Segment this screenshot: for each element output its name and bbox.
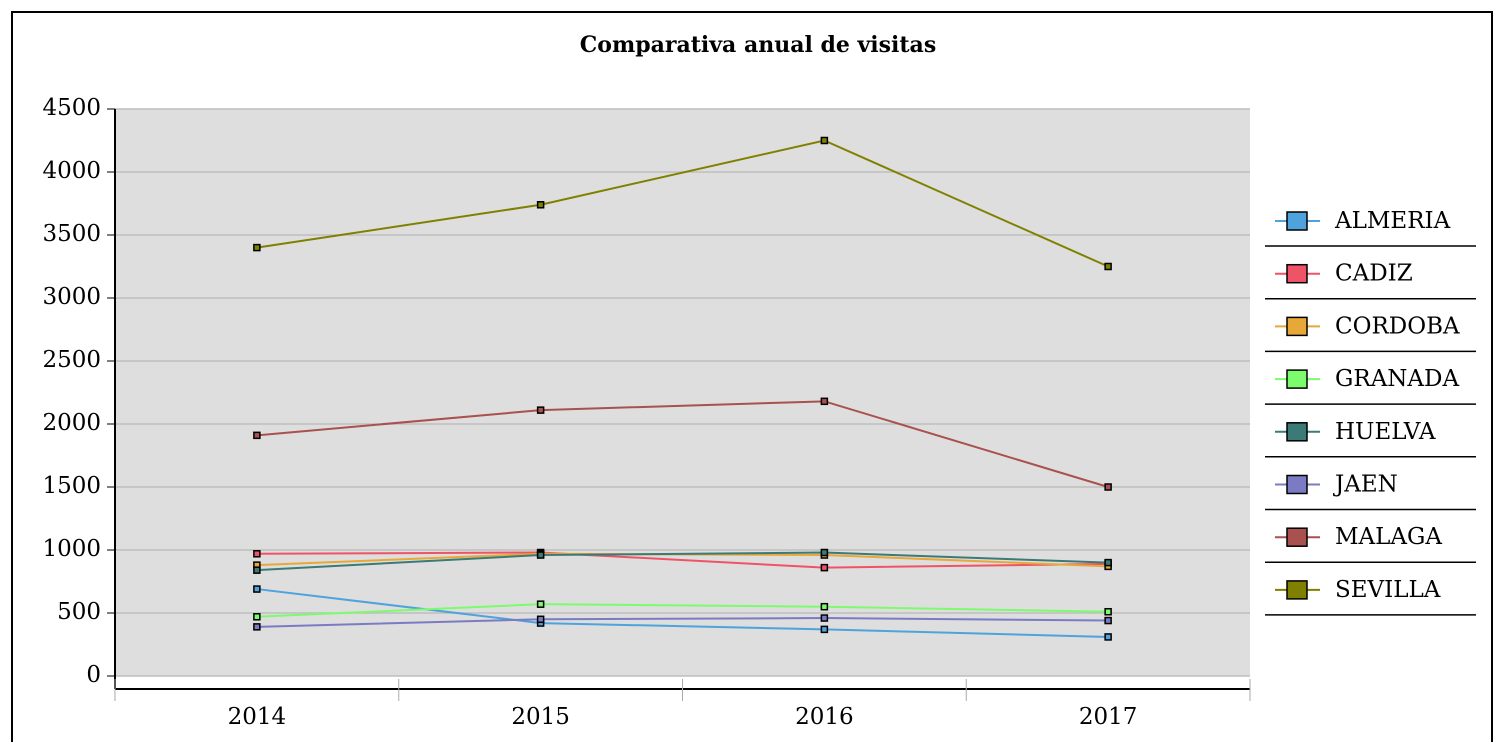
series-line — [256, 400, 1109, 488]
data-point — [820, 614, 829, 622]
y-tick-label: 4000 — [42, 158, 101, 184]
series-line — [256, 139, 1109, 268]
data-point — [1104, 262, 1112, 271]
series-line — [256, 603, 1109, 618]
data-point — [1104, 633, 1112, 641]
x-tick-label: 2014 — [228, 704, 287, 730]
data-point — [536, 600, 545, 608]
data-point — [820, 625, 829, 634]
data-point — [253, 585, 261, 593]
series-line — [256, 588, 1109, 638]
data-point — [536, 615, 545, 624]
data-point — [1104, 616, 1112, 625]
data-point — [820, 602, 829, 611]
y-tick-label: 2000 — [42, 410, 101, 436]
legend-swatch — [1286, 263, 1308, 284]
legend-label: SEVILLA — [1335, 577, 1441, 603]
x-tick-label: 2015 — [511, 704, 570, 730]
y-tick-label: 0 — [86, 662, 101, 688]
legend-label: JAEN — [1333, 472, 1398, 498]
x-tick-label: 2016 — [795, 704, 854, 730]
y-tick-label: 1000 — [42, 536, 101, 562]
legend-swatch — [1286, 474, 1308, 495]
data-point — [536, 406, 545, 414]
legend-label: ALMERIA — [1334, 208, 1451, 234]
data-point — [253, 550, 261, 558]
data-point — [536, 201, 545, 209]
data-point — [253, 243, 261, 252]
data-point — [253, 613, 261, 621]
data-point — [820, 563, 829, 572]
y-tick-label: 3500 — [42, 221, 101, 247]
data-point — [253, 566, 261, 574]
y-tick-label: 4500 — [42, 95, 101, 121]
y-tick-label: 3000 — [42, 284, 101, 310]
y-tick-label: 2500 — [42, 347, 101, 373]
data-point — [536, 551, 545, 559]
legend-swatch — [1286, 422, 1308, 442]
legend-label: GRANADA — [1335, 366, 1459, 392]
series-line — [256, 617, 1109, 628]
legend-label: CORDOBA — [1335, 313, 1460, 339]
legend-label: MALAGA — [1335, 524, 1442, 550]
series-line — [256, 551, 1109, 569]
chart-title: Comparativa anual de visitas — [580, 32, 936, 58]
legend-swatch — [1286, 580, 1308, 600]
legend-swatch — [1286, 211, 1308, 231]
legend-swatch — [1286, 527, 1308, 547]
series-line — [256, 551, 1109, 572]
data-point — [1104, 558, 1112, 567]
data-point — [253, 623, 261, 631]
data-point — [820, 548, 829, 557]
data-point — [1104, 483, 1112, 491]
data-point — [253, 431, 261, 440]
legend-swatch — [1286, 369, 1308, 389]
data-point — [820, 136, 829, 145]
x-tick-label: 2017 — [1079, 704, 1138, 730]
legend-label: CADIZ — [1335, 261, 1413, 287]
y-tick-label: 500 — [57, 599, 101, 625]
plot-area — [115, 109, 1250, 676]
data-point — [820, 397, 829, 406]
legend-label: HUELVA — [1335, 419, 1436, 445]
legend-swatch — [1286, 316, 1308, 337]
data-point — [1104, 607, 1112, 616]
y-tick-label: 1500 — [42, 473, 101, 499]
